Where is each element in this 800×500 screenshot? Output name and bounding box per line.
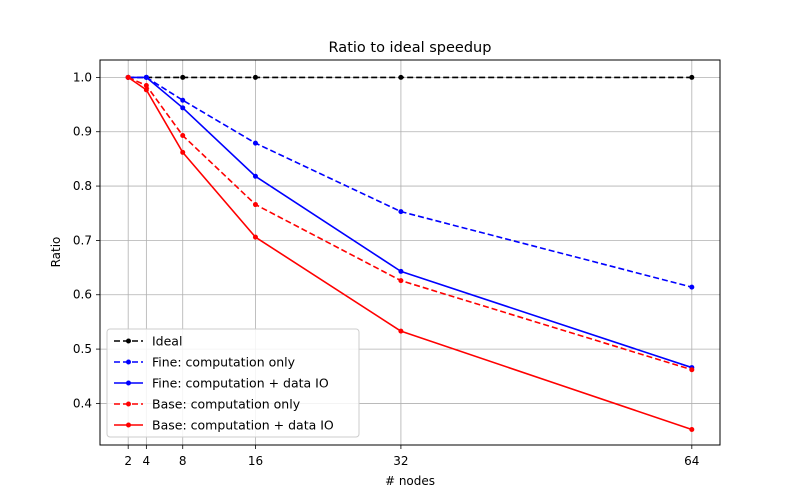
- legend-label: Fine: computation + data IO: [152, 376, 329, 391]
- chart-title: Ratio to ideal speedup: [329, 40, 492, 56]
- y-axis-label: Ratio: [49, 237, 63, 268]
- legend-marker: [126, 401, 131, 407]
- y-tick-label: 0.4: [73, 396, 92, 410]
- y-tick-label: 0.8: [73, 179, 92, 193]
- y-tick-label: 0.9: [73, 125, 92, 139]
- data-point: [143, 74, 149, 80]
- legend-label: Base: computation only: [152, 397, 301, 412]
- data-point: [689, 367, 695, 373]
- x-axis-label: # nodes: [385, 474, 435, 488]
- plot-frame: [99, 59, 721, 446]
- data-point: [689, 284, 695, 290]
- data-point: [689, 427, 695, 433]
- series-group: [125, 74, 695, 433]
- x-tick-label: 64: [684, 454, 699, 468]
- legend-marker: [126, 338, 131, 344]
- data-point: [180, 74, 186, 80]
- y-tick-label: 1.0: [73, 70, 92, 84]
- x-tick-label: 4: [143, 454, 151, 468]
- data-point: [143, 83, 149, 89]
- x-tick-label: 16: [248, 454, 263, 468]
- series-line: [128, 76, 693, 288]
- data-point: [689, 74, 695, 80]
- data-point: [180, 133, 186, 139]
- data-point: [252, 74, 258, 80]
- legend-marker: [126, 380, 131, 386]
- legend-label: Base: computation + data IO: [152, 418, 334, 433]
- y-axis: 0.4 0.5 0.6 0.7 0.8 0.9 1.0: [73, 70, 100, 410]
- legend-marker: [126, 422, 131, 428]
- legend-box: [106, 328, 360, 438]
- data-point: [252, 234, 258, 240]
- data-point: [398, 74, 404, 80]
- legend-marker: [126, 359, 131, 365]
- legend-label: Fine: computation only: [152, 355, 296, 370]
- data-point: [398, 278, 404, 284]
- data-point: [180, 97, 186, 103]
- data-point: [143, 87, 149, 93]
- data-point: [252, 140, 258, 146]
- series-line: [128, 76, 693, 369]
- data-point: [125, 74, 131, 80]
- y-tick-label: 0.5: [73, 342, 92, 356]
- x-tick-label: 2: [124, 454, 132, 468]
- legend-label: Ideal: [152, 334, 182, 349]
- data-point: [252, 202, 258, 208]
- series-line: [127, 76, 693, 431]
- x-tick-label: 32: [393, 454, 408, 468]
- data-point: [180, 149, 186, 155]
- x-tick-label: 8: [179, 454, 187, 468]
- y-tick-label: 0.6: [73, 288, 92, 302]
- data-point: [252, 173, 258, 179]
- data-point: [180, 105, 186, 111]
- data-point: [398, 328, 404, 334]
- x-axis: 2 4 8 16 32 64: [124, 445, 699, 468]
- legend: Ideal Fine: computation only Fine: computa…: [106, 328, 360, 438]
- y-tick-label: 0.7: [73, 233, 92, 247]
- series-line: [127, 76, 693, 371]
- data-point: [398, 209, 404, 215]
- data-point: [398, 268, 404, 274]
